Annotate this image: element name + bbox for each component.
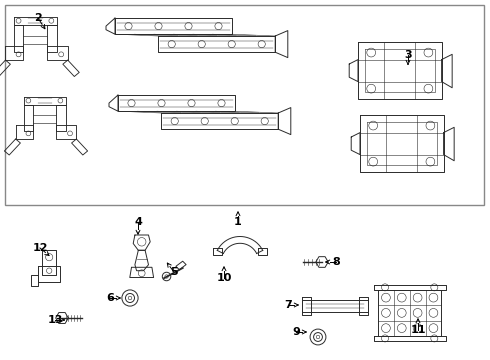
Text: 7: 7 (284, 300, 292, 310)
Text: 13: 13 (48, 315, 63, 325)
Text: 3: 3 (404, 50, 412, 60)
Bar (5, 5, 484, 205)
Text: 8: 8 (332, 257, 340, 267)
Text: 9: 9 (292, 327, 300, 337)
Text: 11: 11 (410, 325, 426, 335)
Text: 2: 2 (34, 13, 42, 23)
Text: 12: 12 (32, 243, 48, 253)
Text: 1: 1 (234, 217, 242, 227)
Text: 5: 5 (170, 267, 178, 277)
Text: 10: 10 (216, 273, 232, 283)
Text: 6: 6 (106, 293, 114, 303)
Text: 4: 4 (134, 217, 142, 227)
